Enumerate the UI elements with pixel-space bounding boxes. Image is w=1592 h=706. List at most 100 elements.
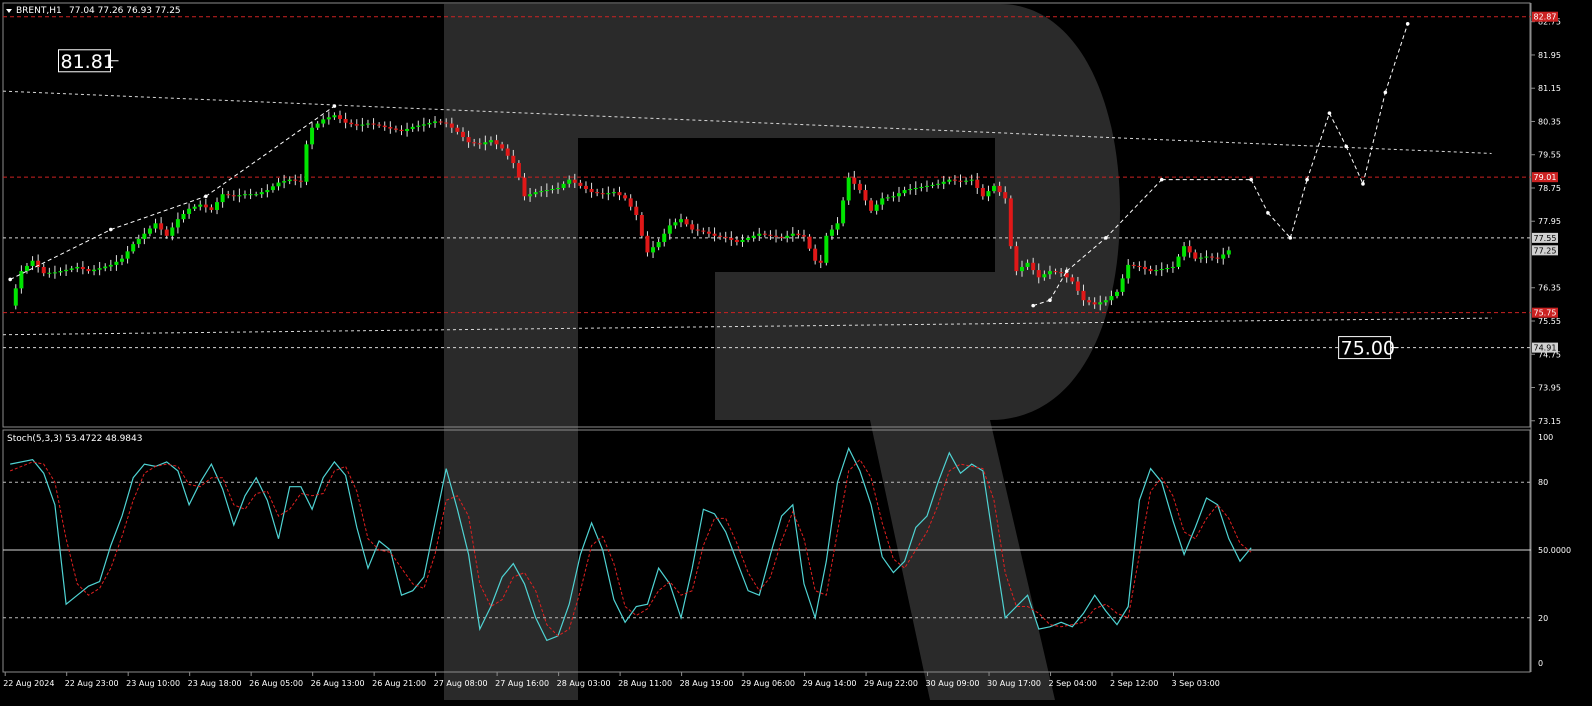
bear-candle [1014, 246, 1019, 272]
time-tick-label: 3 Sep 03:00 [1172, 679, 1220, 688]
bear-candle [41, 266, 46, 274]
stoch-tick-label: 0 [1538, 659, 1543, 668]
time-tick-label: 29 Aug 14:00 [803, 679, 857, 688]
bear-candle [298, 180, 303, 182]
stoch-tick-label: 50.0000 [1538, 546, 1571, 555]
forecast-segment [110, 195, 207, 231]
bull-candle [19, 271, 24, 289]
bull-candle [1159, 269, 1164, 271]
symbol-title: BRENT,H1 [16, 6, 62, 16]
stoch-level-lines [3, 481, 1531, 619]
bull-candle [483, 142, 488, 145]
bear-candle [595, 192, 600, 194]
bull-candle [1098, 302, 1103, 305]
bull-candle [326, 117, 331, 120]
bull-candle [103, 266, 108, 269]
bear-candle [589, 189, 594, 193]
bull-candle [1176, 256, 1181, 267]
price-level-tag-label: 75.75 [1534, 309, 1557, 318]
forecast-point [1327, 111, 1332, 115]
time-tick-label: 30 Aug 17:00 [987, 679, 1041, 688]
bear-candle [338, 115, 343, 119]
bull-candle [1025, 262, 1030, 267]
time-axis: 22 Aug 2024 22 Aug 23:00 23 Aug 10:00 23 Au… [3, 672, 1220, 688]
bear-candle [226, 194, 231, 196]
forecast-segment [1033, 299, 1051, 307]
time-tick-label: 30 Aug 09:00 [926, 679, 980, 688]
bull-candle [1120, 278, 1125, 292]
bull-candle [131, 244, 136, 252]
price-level-tag [1532, 245, 1558, 256]
forecast-point [1159, 177, 1164, 182]
bull-candle [550, 189, 555, 191]
price-level-tag-label: 82.87 [1534, 13, 1557, 22]
bear-candle [1210, 256, 1215, 258]
bear-candle [1064, 273, 1069, 278]
bull-candle [1042, 274, 1047, 278]
forecast-segment [1066, 237, 1107, 272]
bear-candle [1070, 277, 1075, 282]
stoch-title: Stoch(5,3,3) 53.4722 48.9843 [7, 434, 142, 444]
bull-candle [97, 268, 102, 270]
bear-candle [388, 127, 393, 129]
bear-candle [354, 124, 359, 126]
bull-candle [992, 185, 997, 192]
forecast-segment [1384, 23, 1409, 93]
price-level-tag [1532, 172, 1558, 183]
bull-candle [891, 196, 896, 198]
forecast-point [1266, 211, 1270, 215]
bull-candle [941, 181, 946, 184]
bear-candle [997, 185, 1002, 193]
forecast-point [1064, 269, 1069, 273]
forecast-point [1305, 177, 1309, 182]
bear-candle [511, 155, 516, 164]
bull-candle [287, 179, 292, 182]
time-tick-label: 2 Sep 12:00 [1110, 679, 1158, 688]
bear-candle [639, 215, 644, 236]
price-level-tag-label: 74.91 [1534, 344, 1557, 353]
bear-candle [1187, 246, 1192, 253]
bull-candle [673, 222, 678, 226]
bull-candle [58, 271, 63, 273]
bull-candle [880, 198, 885, 205]
bull-candle [936, 183, 941, 185]
price-tick-label: 75.55 [1538, 317, 1561, 326]
forecast-point [204, 194, 208, 199]
bull-candle [1170, 266, 1175, 268]
stoch-pane-frame [2, 429, 1531, 673]
bull-candle [170, 227, 175, 236]
bull-candle [1126, 264, 1131, 279]
stoch-value-tag [1532, 545, 1574, 555]
bear-candle [522, 177, 527, 197]
bear-candle [768, 234, 773, 236]
bull-candle [964, 180, 969, 182]
bull-candle [254, 194, 259, 196]
bull-candle [125, 251, 130, 259]
bull-candle [561, 183, 566, 188]
bear-candle [516, 163, 521, 178]
bull-candle [175, 219, 180, 228]
price-tick-label: 82.75 [1538, 18, 1561, 27]
bear-candle [209, 207, 214, 211]
bear-candle [1036, 270, 1041, 278]
bull-candle [1103, 300, 1108, 303]
bear-candle [1131, 264, 1136, 266]
forecast-segment [1362, 92, 1386, 184]
bear-candle [690, 224, 695, 230]
chevron-down-icon[interactable] [6, 9, 12, 13]
price-level-tag-label: 77.25 [1534, 246, 1557, 255]
bull-candle [544, 190, 549, 192]
bull-candle [304, 144, 309, 182]
chart-header[interactable]: BRENT,H1 77.04 77.26 76.93 77.25 [6, 6, 181, 16]
bull-candle [785, 235, 790, 238]
channel-trend-line [2, 317, 1492, 336]
bull-candle [114, 261, 119, 265]
bull-candle [567, 179, 572, 184]
bull-candle [52, 272, 57, 274]
bear-candle [1059, 272, 1064, 274]
annotation-label: 75.00 [1341, 338, 1395, 360]
bear-candle [86, 269, 91, 272]
bear-candle [583, 185, 588, 190]
bull-candle [270, 186, 275, 191]
